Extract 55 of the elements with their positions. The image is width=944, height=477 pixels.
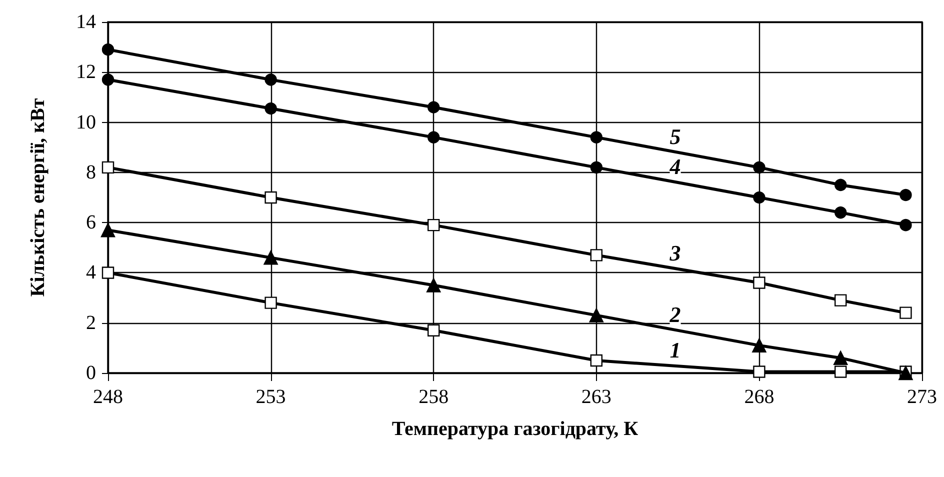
point bbox=[900, 218, 912, 232]
x-tick-label: 248 bbox=[93, 386, 123, 408]
point bbox=[834, 366, 847, 378]
point bbox=[264, 102, 277, 115]
y-tick-label: 6 bbox=[86, 212, 96, 234]
point bbox=[834, 350, 848, 366]
point bbox=[834, 294, 847, 306]
point bbox=[426, 278, 441, 292]
point bbox=[590, 161, 602, 174]
point bbox=[900, 306, 912, 319]
y-tick-label: 14 bbox=[76, 11, 96, 33]
point bbox=[590, 354, 602, 367]
point bbox=[752, 338, 766, 353]
point bbox=[264, 191, 277, 204]
y-axis-title: Кількість енергії, кВт bbox=[27, 98, 49, 297]
series-label: 4 bbox=[668, 154, 681, 179]
point bbox=[753, 366, 766, 378]
point bbox=[428, 324, 440, 336]
y-tick-label: 0 bbox=[86, 362, 96, 384]
point bbox=[264, 296, 277, 309]
series-label: 2 bbox=[668, 302, 681, 327]
point bbox=[753, 161, 766, 174]
point bbox=[834, 206, 847, 219]
y-tick-label: 10 bbox=[76, 111, 96, 134]
x-tick-label: 253 bbox=[256, 386, 286, 408]
point bbox=[898, 366, 913, 380]
point bbox=[264, 250, 278, 265]
x-tick-label: 258 bbox=[418, 386, 449, 408]
point bbox=[102, 43, 114, 56]
point bbox=[264, 74, 277, 86]
point bbox=[589, 308, 604, 322]
point bbox=[102, 74, 114, 86]
x-tick-label: 263 bbox=[581, 386, 612, 408]
y-tick-label: 8 bbox=[86, 161, 96, 184]
point bbox=[753, 191, 766, 204]
point bbox=[900, 188, 912, 202]
y-tick-label: 2 bbox=[86, 312, 96, 334]
x-tick-label: 268 bbox=[744, 386, 774, 408]
series-label: 5 bbox=[670, 124, 681, 149]
point bbox=[102, 161, 114, 174]
point bbox=[428, 218, 440, 232]
point bbox=[428, 101, 440, 114]
series-label: 3 bbox=[668, 240, 681, 266]
y-tick-label: 12 bbox=[76, 61, 96, 84]
point bbox=[102, 266, 114, 279]
point bbox=[834, 178, 847, 192]
x-axis-title: Температура газогідрату, К bbox=[392, 418, 639, 440]
y-tick-label: 4 bbox=[86, 262, 96, 284]
x-tick-label: 273 bbox=[907, 386, 937, 408]
point bbox=[590, 249, 602, 262]
point bbox=[100, 222, 116, 238]
point bbox=[428, 131, 440, 144]
point bbox=[590, 131, 602, 144]
series-label: 1 bbox=[670, 338, 681, 363]
point bbox=[753, 276, 766, 289]
